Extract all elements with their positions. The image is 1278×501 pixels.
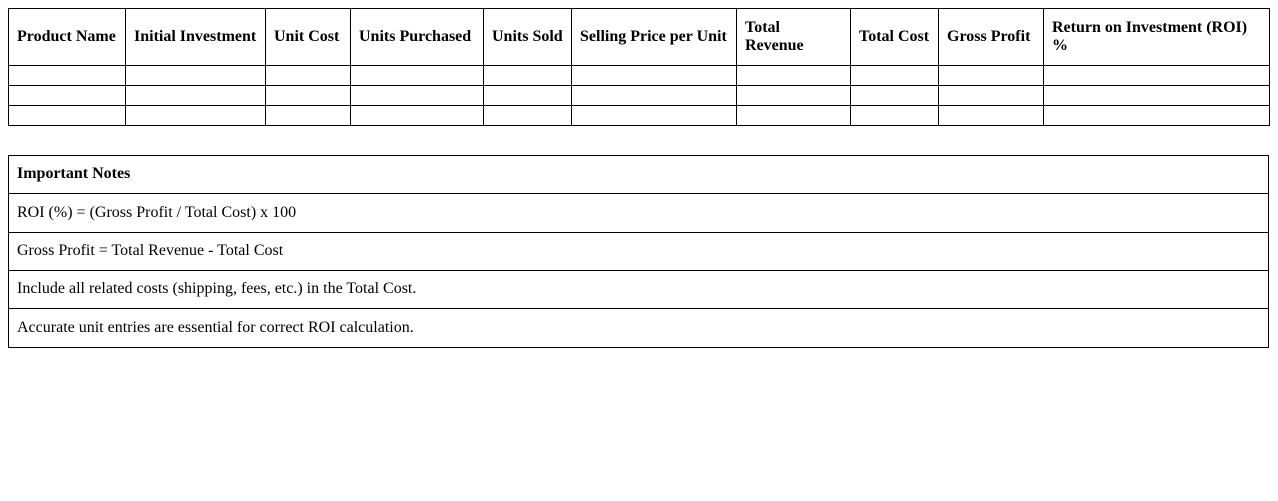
- note-item-include-costs: Include all related costs (shipping, fee…: [8, 269, 1269, 310]
- empty-cell: [265, 84, 351, 106]
- empty-cell: [1043, 84, 1270, 106]
- column-header-units-purchased: Units Purchased: [350, 8, 484, 66]
- empty-cell: [850, 64, 939, 86]
- empty-cell: [265, 64, 351, 86]
- empty-cell: [483, 64, 572, 86]
- roi-table-empty-row: [8, 84, 1270, 106]
- empty-cell: [350, 84, 484, 106]
- note-row: Include all related costs (shipping, fee…: [8, 269, 1269, 310]
- column-header-selling-price-per-unit: Selling Price per Unit: [571, 8, 737, 66]
- column-header-product-name: Product Name: [8, 8, 126, 66]
- empty-cell: [571, 64, 737, 86]
- empty-cell: [483, 104, 572, 126]
- note-item-accurate-entries: Accurate unit entries are essential for …: [8, 308, 1269, 348]
- column-header-roi-percent: Return on Investment (ROI) %: [1043, 8, 1270, 66]
- empty-cell: [571, 84, 737, 106]
- column-header-total-revenue: Total Revenue: [736, 8, 851, 66]
- note-row: ROI (%) = (Gross Profit / Total Cost) x …: [8, 193, 1269, 233]
- empty-cell: [736, 104, 851, 126]
- empty-cell: [8, 64, 126, 86]
- empty-cell: [1043, 104, 1270, 126]
- roi-table-header-row: Product Name Initial Investment Unit Cos…: [8, 8, 1270, 66]
- note-item-gross-profit-formula: Gross Profit = Total Revenue - Total Cos…: [8, 231, 1269, 271]
- empty-cell: [8, 104, 126, 126]
- empty-cell: [483, 84, 572, 106]
- column-header-initial-investment: Initial Investment: [125, 8, 266, 66]
- empty-cell: [850, 84, 939, 106]
- roi-worksheet-table: Product Name Initial Investment Unit Cos…: [8, 8, 1270, 126]
- column-header-unit-cost: Unit Cost: [265, 8, 351, 66]
- empty-cell: [571, 104, 737, 126]
- note-row: Accurate unit entries are essential for …: [8, 308, 1269, 348]
- column-header-gross-profit: Gross Profit: [938, 8, 1044, 66]
- empty-cell: [8, 84, 126, 106]
- notes-header-row: Important Notes: [8, 154, 1269, 195]
- note-item-roi-formula: ROI (%) = (Gross Profit / Total Cost) x …: [8, 193, 1269, 233]
- column-header-units-sold: Units Sold: [483, 8, 572, 66]
- note-row: Gross Profit = Total Revenue - Total Cos…: [8, 231, 1269, 271]
- empty-cell: [350, 64, 484, 86]
- empty-cell: [125, 104, 266, 126]
- column-header-total-cost: Total Cost: [850, 8, 939, 66]
- empty-cell: [938, 104, 1044, 126]
- empty-cell: [938, 64, 1044, 86]
- empty-cell: [1043, 64, 1270, 86]
- notes-header: Important Notes: [8, 154, 1269, 195]
- empty-cell: [125, 64, 266, 86]
- roi-table-empty-row: [8, 64, 1270, 86]
- empty-cell: [850, 104, 939, 126]
- empty-cell: [350, 104, 484, 126]
- empty-cell: [736, 84, 851, 106]
- empty-cell: [265, 104, 351, 126]
- empty-cell: [736, 64, 851, 86]
- empty-cell: [938, 84, 1044, 106]
- empty-cell: [125, 84, 266, 106]
- important-notes-table: Important Notes ROI (%) = (Gross Profit …: [8, 154, 1269, 348]
- roi-table-empty-row: [8, 104, 1270, 126]
